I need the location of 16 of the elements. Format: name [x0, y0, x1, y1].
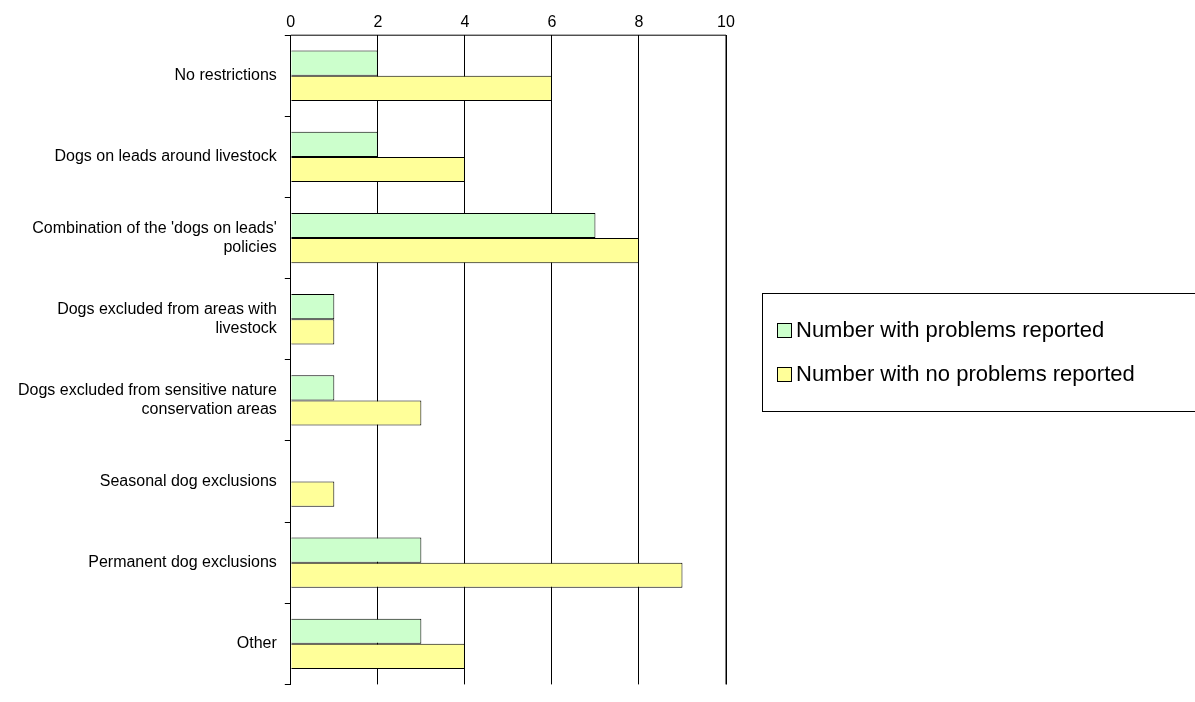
- x-tick-label: 10: [717, 13, 735, 31]
- legend-label: Number with no problems reported: [796, 361, 1135, 387]
- y-tick-label: Dogs excluded from areas with livestock: [57, 300, 278, 337]
- y-tick-label: Seasonal dog exclusions: [99, 471, 277, 489]
- y-tick-label: Dogs excluded from sensitive nature conservation areas: [18, 381, 277, 418]
- x-tick-label: 0: [286, 13, 296, 31]
- legend-label: Number with problems reported: [796, 317, 1105, 343]
- x-tick-label: 6: [547, 13, 557, 31]
- y-tick-label: Other: [236, 634, 278, 652]
- y-tick-label: Permanent dog exclusions: [88, 553, 277, 571]
- y-tick-label: Dogs on leads around livestock: [54, 147, 278, 165]
- x-tick-label: 2: [373, 13, 383, 31]
- x-tick-label: 4: [460, 13, 470, 31]
- x-tick-label: 8: [634, 13, 644, 31]
- y-tick-label: No restrictions: [174, 66, 277, 84]
- y-tick-label: Combination of the 'dogs on leads' policies: [32, 218, 277, 256]
